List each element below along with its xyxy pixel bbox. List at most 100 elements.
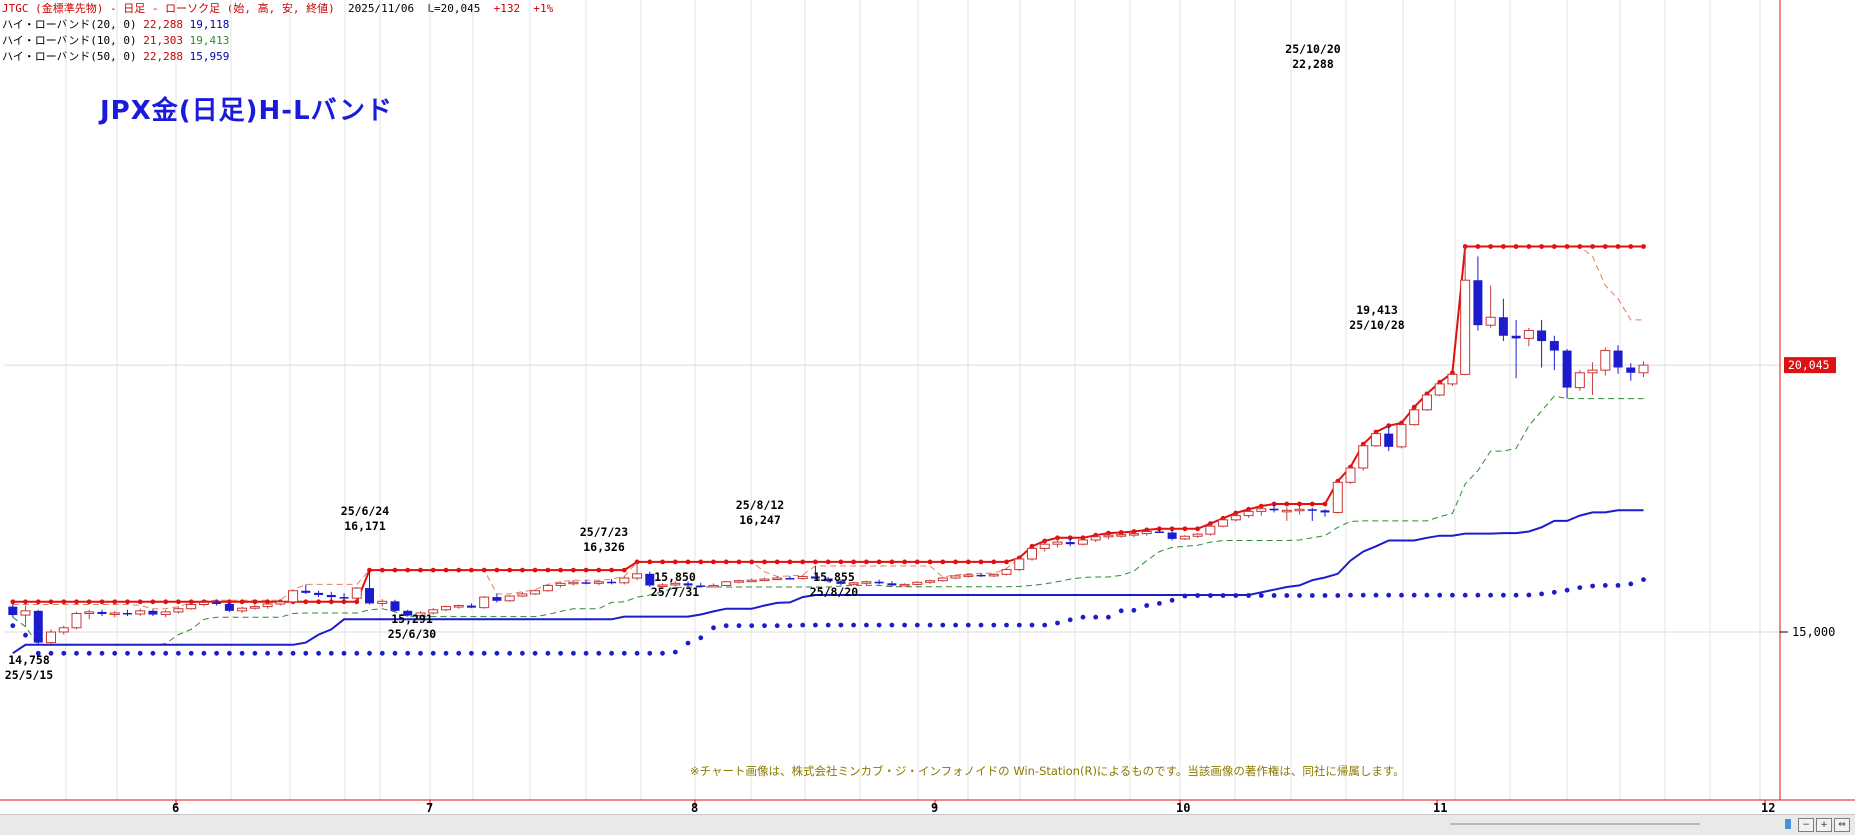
band50-high-dot bbox=[1169, 526, 1175, 532]
band50-high-dot bbox=[316, 599, 321, 605]
candle bbox=[517, 591, 528, 598]
candle bbox=[1230, 512, 1241, 522]
annotation-line: 25/8/12 bbox=[736, 498, 784, 512]
band50-low-dot bbox=[1628, 581, 1634, 587]
annotations: 14,75825/5/1525/6/2416,17115,29125/6/302… bbox=[5, 42, 1405, 682]
band50-high-dot bbox=[774, 559, 780, 565]
candle bbox=[988, 573, 999, 577]
candle-body bbox=[453, 605, 464, 608]
annotation-line: 19,413 bbox=[1356, 303, 1398, 317]
band50-low-dot bbox=[520, 650, 525, 656]
candle-body bbox=[874, 581, 884, 584]
scroll-thumb[interactable] bbox=[1785, 819, 1791, 829]
candle bbox=[937, 576, 948, 582]
band50-high-dot bbox=[609, 567, 614, 573]
band50-low-dot bbox=[1615, 583, 1621, 588]
candle bbox=[696, 582, 706, 588]
band50-low-dot bbox=[762, 623, 767, 629]
candle bbox=[733, 579, 744, 584]
candle-body bbox=[937, 577, 948, 582]
candle-body bbox=[772, 577, 783, 581]
candle bbox=[1434, 382, 1445, 397]
zoom-out-icon[interactable]: − bbox=[1798, 818, 1814, 832]
band50-low-dot bbox=[953, 622, 958, 628]
band-legend-low: 19,118 bbox=[189, 18, 230, 31]
band50-high-dot bbox=[762, 559, 767, 565]
candle bbox=[440, 605, 451, 612]
candle bbox=[887, 581, 897, 587]
candle-body bbox=[607, 581, 617, 584]
candle-body bbox=[721, 581, 732, 586]
candle-body bbox=[759, 578, 770, 582]
band-legend-50: ハイ・ローバンド(50, 0) 22,288 15,959 bbox=[2, 50, 229, 64]
candle bbox=[1039, 541, 1050, 552]
band50-high-dot bbox=[418, 567, 423, 573]
band50-low-dot bbox=[405, 650, 411, 656]
band-legend-label: ハイ・ローバンド(10, 0) bbox=[2, 34, 137, 47]
price-chart[interactable]: 14,75825/5/1525/6/2416,17115,29125/6/302… bbox=[0, 0, 1855, 814]
candle-body bbox=[1027, 547, 1037, 560]
x-tick-label: 11 bbox=[1433, 801, 1447, 814]
candle-body bbox=[1256, 508, 1267, 512]
band50-high-dot bbox=[10, 599, 16, 605]
candle-body bbox=[696, 585, 706, 587]
candle bbox=[1090, 535, 1101, 543]
candle bbox=[84, 609, 95, 620]
zoom-in-icon[interactable]: + bbox=[1816, 818, 1832, 832]
band50-high-dot bbox=[927, 559, 933, 565]
band20-low-line bbox=[12, 509, 1644, 655]
candle-body bbox=[1473, 280, 1483, 326]
band50-low-dot bbox=[507, 650, 513, 656]
band50-high-dot bbox=[1577, 244, 1583, 249]
candle bbox=[365, 570, 375, 605]
candle bbox=[912, 581, 923, 586]
band50-low-dot bbox=[23, 632, 28, 638]
candle-body bbox=[568, 581, 579, 585]
candle-body bbox=[988, 573, 999, 577]
band-legend-low: 15,959 bbox=[189, 50, 230, 63]
candle bbox=[632, 561, 643, 581]
band50-high-dot bbox=[1055, 535, 1060, 541]
band50-low-dot bbox=[1411, 592, 1417, 598]
band50-high-dot bbox=[150, 599, 156, 605]
candle-body bbox=[593, 581, 604, 584]
candle-body bbox=[504, 595, 515, 602]
candle bbox=[670, 581, 681, 587]
band50-high-dot bbox=[354, 599, 360, 605]
candle bbox=[950, 574, 961, 580]
candle bbox=[1205, 523, 1216, 536]
expand-icon[interactable]: ⇔ bbox=[1834, 818, 1850, 832]
scroll-track[interactable] bbox=[1450, 823, 1700, 825]
candle bbox=[708, 583, 719, 588]
candle-body bbox=[1281, 509, 1292, 513]
band50-high-dot bbox=[227, 599, 232, 605]
band50-low-dot bbox=[1590, 583, 1595, 589]
band50-low-dot bbox=[876, 622, 882, 628]
bottom-scrollbar[interactable]: − + ⇔ bbox=[0, 814, 1855, 835]
band50-low-dot bbox=[1169, 597, 1175, 603]
candle-body bbox=[8, 606, 18, 616]
band50-high-dot bbox=[1501, 244, 1506, 249]
candle bbox=[581, 580, 591, 585]
candle bbox=[861, 580, 872, 586]
candle bbox=[785, 575, 795, 580]
candle-body bbox=[466, 605, 476, 608]
candle-body bbox=[976, 574, 986, 577]
annotation-line: 16,326 bbox=[583, 540, 625, 554]
candle-body bbox=[848, 582, 859, 585]
candle-body bbox=[97, 611, 107, 615]
candle bbox=[1549, 335, 1559, 371]
candle-body bbox=[20, 610, 31, 616]
annotation-line: 25/5/15 bbox=[5, 668, 54, 682]
candle-body bbox=[212, 602, 222, 604]
band50-high-dot bbox=[991, 559, 997, 565]
candle-body bbox=[1587, 369, 1598, 374]
candle bbox=[97, 609, 107, 617]
band50-low-dot bbox=[1144, 603, 1150, 608]
candle bbox=[1396, 423, 1407, 449]
candle bbox=[1256, 506, 1267, 516]
band50-low-dot bbox=[1641, 577, 1646, 582]
band50-high-dot bbox=[1641, 244, 1646, 249]
